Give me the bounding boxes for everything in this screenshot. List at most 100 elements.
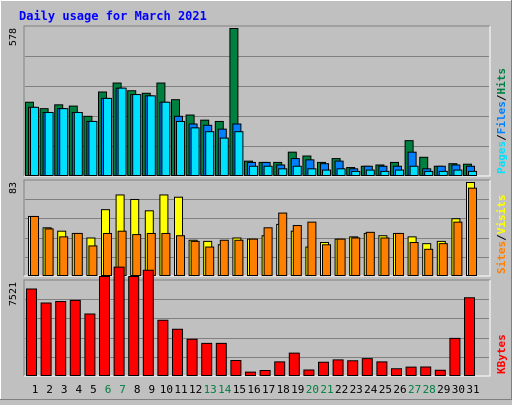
bar-sites-day-25 (380, 237, 390, 276)
day-label-1: 1 (32, 383, 39, 396)
bar-pages-day-14 (219, 137, 229, 176)
bar-sites-day-4 (73, 232, 83, 276)
legend-entry: Hits (495, 68, 508, 95)
bar-pages-day-28 (424, 170, 434, 176)
bar-kbytes-day-12 (186, 338, 198, 376)
bar-kbytes-day-15 (230, 360, 242, 377)
bar-sites-day-30 (453, 221, 463, 276)
bar-pages-day-17 (263, 165, 273, 176)
bar-kbytes-day-16 (245, 371, 256, 376)
legend-entry: Files (495, 101, 508, 134)
day-label-3: 3 (61, 383, 68, 396)
day-label-25: 25 (379, 383, 392, 396)
visits_panel-max-label: 83 (8, 182, 19, 194)
bar-kbytes-day-18 (274, 361, 286, 377)
bar-sites-day-5 (88, 245, 98, 277)
bar-kbytes-day-31 (464, 297, 475, 376)
legend-entry: KBytes (495, 334, 508, 374)
bar-sites-day-27 (409, 242, 419, 276)
bar-pages-day-21 (322, 169, 331, 177)
day-label-23: 23 (350, 383, 363, 396)
day-label-30: 30 (452, 383, 465, 396)
day-label-11: 11 (174, 383, 187, 396)
legend-entry: Pages (495, 141, 508, 174)
day-label-10: 10 (160, 383, 173, 396)
legend-entry: Visits (495, 195, 508, 235)
day-label-22: 22 (335, 383, 348, 396)
hits_panel-bevel-dark (23, 25, 490, 176)
bar-kbytes-day-6 (99, 276, 110, 377)
bar-sites-day-11 (176, 235, 185, 276)
day-label-15: 15 (233, 383, 246, 396)
bar-pages-day-11 (176, 120, 185, 176)
bar-pages-day-10 (161, 101, 171, 176)
bar-sites-day-16 (249, 238, 258, 277)
bar-kbytes-day-28 (420, 366, 432, 376)
day-label-4: 4 (75, 383, 82, 396)
bar-pages-day-2 (44, 111, 54, 176)
bar-pages-day-5 (88, 120, 98, 176)
kbytes_panel-max-label: 7521 (8, 282, 19, 306)
bar-kbytes-day-14 (215, 342, 227, 376)
day-label-6: 6 (105, 383, 112, 396)
bar-kbytes-day-8 (128, 276, 140, 377)
chart-title: Daily usage for March 2021 (19, 9, 207, 23)
day-label-8: 8 (134, 383, 141, 396)
bar-sites-day-12 (190, 240, 200, 277)
legend-entry: Sites (495, 241, 508, 274)
bar-kbytes-day-30 (449, 337, 461, 376)
bar-pages-day-7 (117, 87, 127, 176)
kbytes_panel-bevel-dark (23, 279, 490, 376)
bar-pages-day-8 (132, 94, 142, 176)
bar-sites-day-9 (146, 232, 156, 276)
bar-kbytes-day-10 (157, 319, 169, 376)
bar-kbytes-day-1 (26, 288, 37, 376)
bar-kbytes-day-3 (55, 301, 67, 377)
day-label-31: 31 (466, 383, 479, 396)
bar-pages-day-15 (234, 131, 244, 176)
bar-kbytes-day-21 (318, 361, 329, 376)
bar-sites-day-3 (59, 236, 69, 277)
bar-pages-day-30 (453, 169, 463, 177)
bar-kbytes-day-25 (376, 361, 388, 377)
kbytes_panel-legend: KBytes (495, 334, 508, 374)
bar-sites-day-2 (44, 228, 54, 276)
bar-sites-day-17 (263, 227, 273, 277)
bar-sites-day-14 (219, 239, 229, 276)
bar-pages-day-3 (59, 108, 69, 176)
day-label-20: 20 (306, 383, 319, 396)
day-label-12: 12 (189, 383, 202, 396)
bar-pages-day-4 (73, 111, 83, 176)
bar-sites-day-24 (365, 231, 375, 277)
legend-entry: / (495, 234, 508, 241)
bar-pages-day-1 (30, 106, 39, 176)
day-label-29: 29 (437, 383, 450, 396)
bar-pages-day-18 (278, 168, 288, 177)
bar-kbytes-day-2 (40, 302, 52, 376)
bar-pages-day-16 (249, 165, 258, 176)
bar-pages-day-13 (205, 131, 215, 176)
visits_panel-bevel-light (24, 180, 491, 277)
bar-kbytes-day-5 (84, 313, 96, 376)
bar-pages-day-25 (380, 170, 390, 176)
day-label-26: 26 (393, 383, 406, 396)
bar-sites-day-8 (132, 234, 142, 277)
bar-kbytes-day-9 (142, 269, 154, 376)
bar-kbytes-day-4 (69, 299, 81, 377)
legend-entry: / (495, 94, 508, 101)
bar-pages-day-22 (336, 168, 346, 177)
bar-sites-day-23 (351, 237, 361, 276)
bar-sites-day-15 (234, 239, 244, 276)
hits_panel-max-label: 578 (8, 28, 19, 46)
bar-pages-day-9 (146, 95, 156, 176)
bar-sites-day-29 (438, 243, 448, 277)
day-label-28: 28 (423, 383, 436, 396)
day-label-7: 7 (119, 383, 126, 396)
bar-kbytes-day-20 (303, 369, 315, 376)
visits_panel-legend: Sites/Visits (495, 195, 508, 275)
bar-kbytes-day-27 (405, 366, 417, 377)
bar-kbytes-day-11 (172, 328, 183, 377)
day-label-16: 16 (247, 383, 260, 396)
